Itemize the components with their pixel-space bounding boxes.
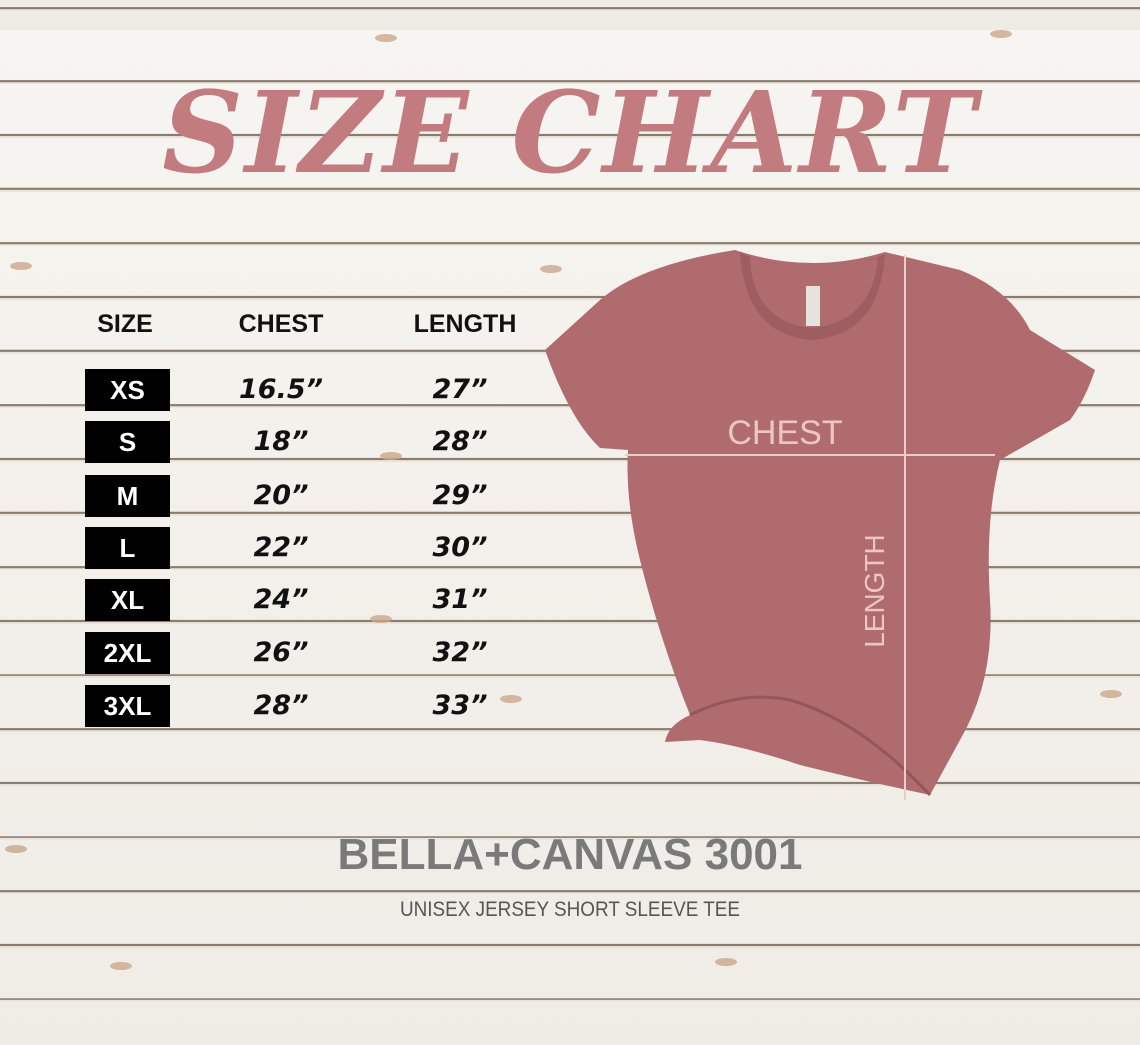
length-value: 28” (432, 426, 488, 457)
chest-value: 18” (253, 426, 309, 457)
chest-value: 24” (253, 584, 309, 615)
length-value: 30” (432, 532, 488, 563)
tshirt-image (545, 250, 1095, 800)
chest-value: 22” (253, 532, 309, 563)
size-badge: L (85, 527, 170, 569)
wood-knot (10, 262, 32, 270)
chest-label: CHEST (727, 414, 843, 452)
wood-knot (380, 452, 402, 460)
brand-name: BELLA+CANVAS 3001 (337, 830, 803, 879)
header-chest: CHEST (238, 310, 324, 338)
length-value: 32” (432, 637, 488, 668)
table-row: S 18” 28” (0, 421, 560, 463)
size-badge: 3XL (85, 685, 170, 727)
wood-knot (110, 962, 132, 970)
length-value: 33” (432, 690, 488, 721)
header-size: SIZE (97, 310, 153, 338)
wood-knot (1100, 690, 1122, 698)
length-value: 29” (432, 480, 488, 511)
size-badge: XL (85, 579, 170, 621)
wood-knot (375, 34, 397, 42)
brand-subtitle: UNISEX JERSEY SHORT SLEEVE TEE (399, 898, 740, 921)
table-row: 3XL 28” 33” (0, 685, 560, 727)
header-length: LENGTH (413, 310, 517, 338)
wood-knot (370, 615, 392, 623)
wood-knot (5, 845, 27, 853)
wood-knot (715, 958, 737, 966)
wood-knot (500, 695, 522, 703)
length-value: 27” (432, 374, 488, 405)
size-badge: M (85, 475, 170, 517)
table-row: XL 24” 31” (0, 579, 560, 621)
size-badge: XS (85, 369, 170, 411)
table-row: L 22” 30” (0, 527, 560, 569)
length-label: LENGTH (859, 534, 890, 648)
chest-value: 16.5” (238, 374, 323, 405)
table-row: M 20” 29” (0, 475, 560, 517)
chest-value: 26” (253, 637, 309, 668)
table-row: 2XL 26” 32” (0, 632, 560, 674)
size-badge: 2XL (85, 632, 170, 674)
chest-value: 28” (253, 690, 309, 721)
wood-knot (540, 265, 562, 273)
length-value: 31” (432, 584, 488, 615)
size-badge: S (85, 421, 170, 463)
table-row: XS 16.5” 27” (0, 369, 560, 411)
page-title: SIZE CHART (162, 68, 978, 199)
chest-value: 20” (253, 480, 309, 511)
wood-knot (990, 30, 1012, 38)
